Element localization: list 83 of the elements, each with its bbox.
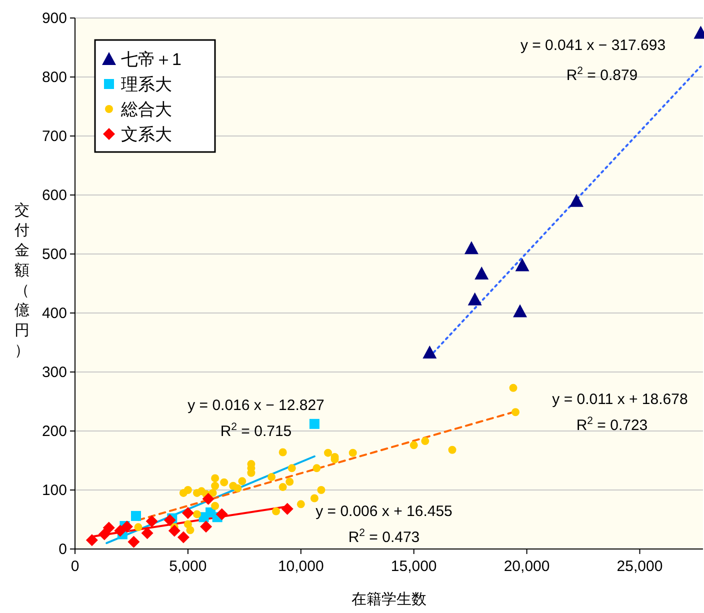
point <box>98 528 110 540</box>
annotation: y = 0.006 x + 16.455 <box>316 503 452 520</box>
point <box>86 534 98 546</box>
point <box>182 507 194 520</box>
legend-label: 七帝＋1 <box>121 50 182 69</box>
x-tick-label: 20,000 <box>504 558 550 575</box>
point <box>211 482 220 490</box>
x-tick-label: 0 <box>70 558 80 575</box>
point <box>474 266 489 280</box>
point <box>448 446 456 454</box>
point <box>288 464 296 472</box>
point <box>468 292 482 306</box>
point <box>114 524 126 537</box>
point <box>312 464 321 472</box>
point <box>216 508 228 520</box>
y-tick-label: 800 <box>42 69 67 86</box>
legend-label: 理系大 <box>121 75 172 94</box>
point <box>513 304 528 318</box>
y-tick-label: 600 <box>42 187 67 204</box>
point <box>569 194 584 207</box>
x-tick-label: 5,000 <box>169 558 207 575</box>
point <box>324 448 332 457</box>
point <box>146 515 158 528</box>
point <box>200 520 212 533</box>
point <box>310 494 318 502</box>
point <box>102 522 115 534</box>
point <box>202 492 214 505</box>
point <box>278 483 287 492</box>
point <box>164 514 176 526</box>
point <box>268 473 276 482</box>
point <box>272 507 280 516</box>
point <box>192 510 201 518</box>
point <box>130 510 141 521</box>
y-tick-label: 200 <box>42 423 67 440</box>
point <box>184 486 192 494</box>
x-tick-label: 10,000 <box>278 558 324 575</box>
annotation: y = 0.041 x − 317.693 <box>520 37 666 54</box>
point <box>208 488 217 497</box>
annotation: R$^{2}$ = 0.715 <box>220 421 292 440</box>
x-tick-label: 15,000 <box>390 558 437 575</box>
annotation: R$^{2}$ = 0.723 <box>576 415 648 434</box>
point <box>177 531 190 544</box>
point <box>422 346 437 359</box>
x-axis-title: 在籍学生数 <box>352 591 426 608</box>
annotation: y = 0.016 x − 12.827 <box>188 397 324 414</box>
y-tick-label: 0 <box>58 541 67 558</box>
point <box>168 524 180 537</box>
point <box>509 384 518 392</box>
point <box>410 441 418 450</box>
y-tick-label: 900 <box>42 10 67 27</box>
y-tick-label: 500 <box>42 246 67 263</box>
x-tick-label: 25,000 <box>616 558 663 575</box>
y-axis-title: 交付金額（億円） <box>14 202 30 359</box>
point <box>281 502 294 515</box>
point <box>296 500 305 508</box>
point <box>128 536 140 548</box>
legend-label: 文系大 <box>121 125 172 144</box>
y-tick-label: 100 <box>42 482 67 499</box>
point <box>234 484 242 492</box>
annotation: R$^{2}$ = 0.879 <box>566 65 638 84</box>
y-tick-label: 400 <box>42 305 67 322</box>
point <box>220 478 228 486</box>
point <box>464 241 478 254</box>
point <box>278 448 287 456</box>
annotation: y = 0.011 x + 18.678 <box>552 391 688 408</box>
point <box>211 502 220 510</box>
point <box>238 477 246 486</box>
y-tick-label: 700 <box>42 128 67 145</box>
y-tick-label: 300 <box>42 364 67 381</box>
point <box>120 520 133 533</box>
point <box>309 418 320 429</box>
point <box>186 526 194 534</box>
point <box>515 258 530 272</box>
point <box>348 448 357 457</box>
point <box>512 408 520 416</box>
point <box>141 527 154 540</box>
point <box>421 437 430 446</box>
annotation: R$^{2}$ = 0.473 <box>348 527 420 546</box>
point <box>211 474 220 482</box>
point <box>134 523 142 532</box>
legend-label: 総合大 <box>120 100 172 119</box>
point <box>286 478 294 486</box>
point <box>317 486 326 494</box>
